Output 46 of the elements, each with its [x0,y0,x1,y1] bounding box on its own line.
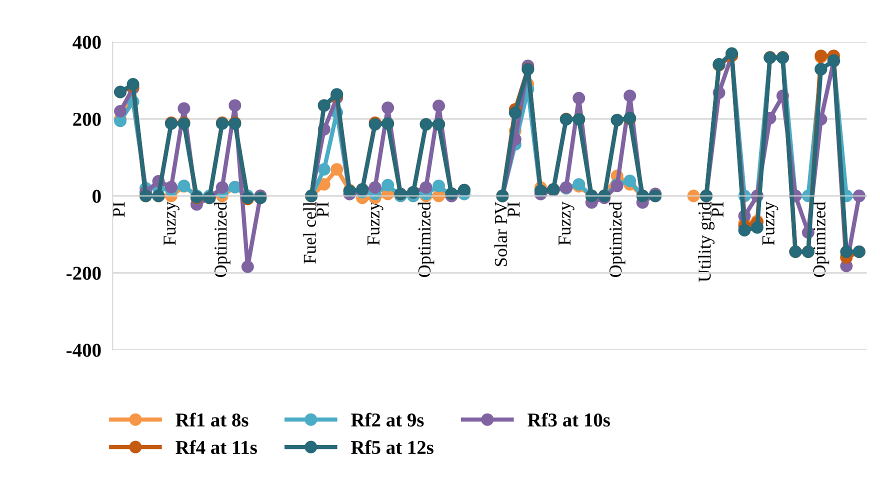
x-tick-label: Optimized [214,202,230,277]
point [624,174,636,188]
x-tick-label: Optimized [608,202,626,277]
x-tick-label: Solar PV [494,202,508,266]
x-tick-label: PI [112,202,125,218]
x-tick-label: Fuel cell [303,202,316,264]
point [420,181,432,194]
legend-label: Rf4 at 11s [176,440,257,454]
x-tick-label: PI [508,202,520,218]
legend-label: Rf3 at 10s [528,412,610,427]
x-tick-label: Fuzzy [368,202,384,246]
y-tick-label: -200 [66,266,101,280]
point [738,224,751,236]
legend-label: Rf1 at 8s [176,412,248,427]
x-tick-label: Fuzzy [558,202,574,246]
point [508,106,522,120]
point [164,180,178,194]
x-tick-label: Fuzzy [164,202,180,246]
point [687,190,700,202]
x-tick-label: PI [316,202,328,218]
point [318,163,330,176]
point [330,163,344,176]
point [216,181,228,194]
point [114,105,127,118]
x-tick-label: Optimized [418,202,434,277]
point [382,178,394,192]
point [840,245,853,258]
point [624,90,636,102]
point [178,102,190,115]
point [750,221,764,234]
point [432,180,446,192]
y-tick-label: -400 [66,344,101,357]
point [241,260,254,274]
point [382,102,394,114]
point [228,99,242,112]
y-tick-label: 200 [73,112,101,126]
x-tick-label: Optimized [812,202,830,277]
point [318,178,330,191]
x-tick-label: Fuzzy [762,202,778,246]
y-tick-label: 400 [72,36,101,49]
point [432,100,446,112]
legend-label: Rf5 at 12s [351,440,434,454]
point [368,181,382,194]
point [572,92,586,104]
legend-label: Rf2 at 9s [351,412,424,427]
y-tick-label: 0 [92,190,101,203]
